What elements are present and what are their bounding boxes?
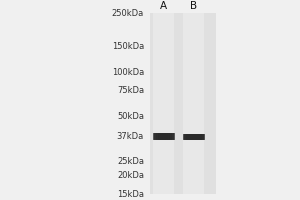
Text: B: B [190,1,197,11]
Text: 25kDa: 25kDa [117,157,144,166]
Bar [153,13,174,194]
Bar [150,13,216,194]
Text: 37kDa: 37kDa [117,132,144,141]
Text: 75kDa: 75kDa [117,86,144,95]
Text: 20kDa: 20kDa [117,171,144,180]
Text: 250kDa: 250kDa [112,9,144,18]
Text: 15kDa: 15kDa [117,190,144,199]
Text: 50kDa: 50kDa [117,112,144,121]
Text: 100kDa: 100kDa [112,68,144,77]
Text: 150kDa: 150kDa [112,42,144,51]
Text: A: A [160,1,167,11]
Bar [183,13,204,194]
